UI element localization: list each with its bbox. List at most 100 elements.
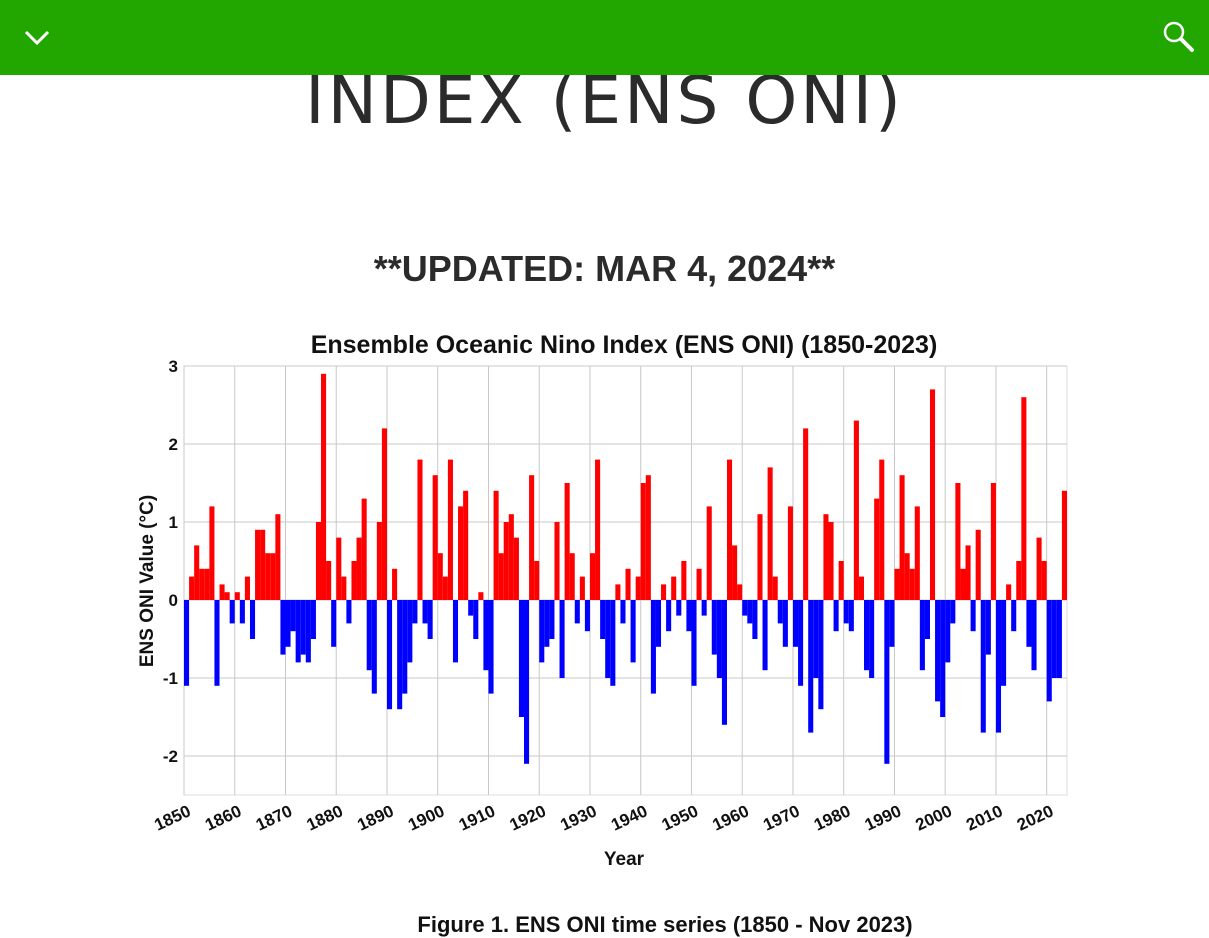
bar — [427, 600, 433, 639]
bar — [559, 600, 565, 678]
x-tick-label: 1970 — [760, 801, 802, 834]
menu-button[interactable] — [24, 30, 50, 46]
x-tick-label: 1960 — [710, 801, 752, 834]
bar — [650, 600, 656, 694]
bar — [513, 537, 519, 600]
bar — [696, 568, 702, 600]
bar — [732, 545, 738, 600]
bar — [483, 600, 489, 671]
bar — [524, 600, 530, 764]
bar — [640, 483, 646, 600]
bar — [260, 529, 266, 600]
bar — [914, 506, 920, 600]
bar — [726, 459, 733, 600]
y-tick-label: -2 — [163, 747, 178, 766]
chart-title: Ensemble Oceanic Nino Index (ENS ONI) (1… — [311, 331, 938, 359]
x-tick-label: 2020 — [1014, 801, 1056, 834]
bar — [935, 600, 941, 702]
bar — [864, 600, 870, 671]
bar — [468, 600, 474, 616]
bar — [757, 514, 763, 600]
bar — [955, 483, 961, 600]
bar — [229, 600, 235, 624]
bar — [990, 483, 996, 600]
bar — [458, 506, 464, 600]
bar — [407, 600, 413, 663]
x-tick-label: 1860 — [202, 801, 244, 834]
bar — [244, 576, 250, 600]
bar — [234, 592, 240, 600]
bar — [1031, 600, 1037, 671]
bar — [975, 529, 981, 600]
bar — [381, 428, 387, 600]
bar — [813, 600, 819, 678]
bar — [904, 553, 910, 600]
bar — [615, 584, 621, 600]
x-tick-label: 2010 — [963, 801, 1005, 834]
bar — [417, 459, 423, 600]
x-tick-label: 1980 — [811, 801, 853, 834]
y-axis-label: ENS ONI Value (°C) — [137, 495, 158, 667]
bar — [1041, 561, 1047, 600]
bar — [295, 600, 301, 663]
bar — [940, 600, 946, 717]
bar — [270, 553, 276, 600]
bar — [1036, 537, 1042, 600]
x-tick-label: 1930 — [557, 801, 599, 834]
bar — [666, 600, 672, 632]
bar — [366, 600, 372, 671]
bar — [305, 600, 311, 663]
bar — [782, 600, 788, 647]
bar — [589, 553, 596, 600]
bar — [701, 600, 707, 616]
bar — [584, 600, 590, 632]
bar — [412, 600, 418, 624]
bar — [224, 592, 230, 600]
x-tick-label: 1990 — [862, 801, 904, 834]
bar — [290, 600, 296, 632]
bar — [321, 373, 327, 600]
bar — [361, 498, 367, 600]
x-tick-label: 1900 — [405, 801, 447, 834]
bar — [691, 600, 697, 686]
bar — [493, 490, 499, 600]
bar — [661, 584, 667, 600]
bar — [569, 553, 575, 600]
x-tick-label: 2000 — [913, 801, 955, 834]
bar — [965, 545, 971, 600]
bar — [869, 600, 875, 678]
bar — [204, 568, 210, 600]
bar — [929, 389, 936, 600]
bar — [752, 600, 758, 639]
bar — [1001, 600, 1007, 686]
bar — [655, 600, 662, 647]
bar — [980, 600, 986, 733]
bar — [889, 600, 895, 647]
bar — [209, 506, 215, 600]
bar — [833, 600, 839, 632]
search-button[interactable] — [1163, 21, 1194, 52]
bar — [199, 568, 205, 600]
bar — [452, 600, 459, 663]
bar — [549, 600, 555, 639]
bar — [742, 600, 748, 616]
x-tick-label: 1870 — [253, 801, 295, 834]
bar — [787, 506, 793, 600]
bar — [1006, 584, 1012, 600]
bar — [884, 600, 890, 764]
bar — [828, 522, 834, 600]
bar — [960, 568, 966, 600]
bar — [792, 600, 799, 647]
bar — [265, 553, 271, 600]
top-bar-icons — [24, 21, 1194, 52]
bar — [620, 600, 626, 624]
bar — [681, 561, 687, 600]
updated-note: **UPDATED: MAR 4, 2024** — [373, 248, 836, 289]
bar — [858, 576, 865, 600]
bar — [356, 537, 362, 600]
bar — [371, 600, 377, 694]
bar — [498, 553, 504, 600]
bar — [579, 576, 585, 600]
bar — [503, 522, 509, 600]
